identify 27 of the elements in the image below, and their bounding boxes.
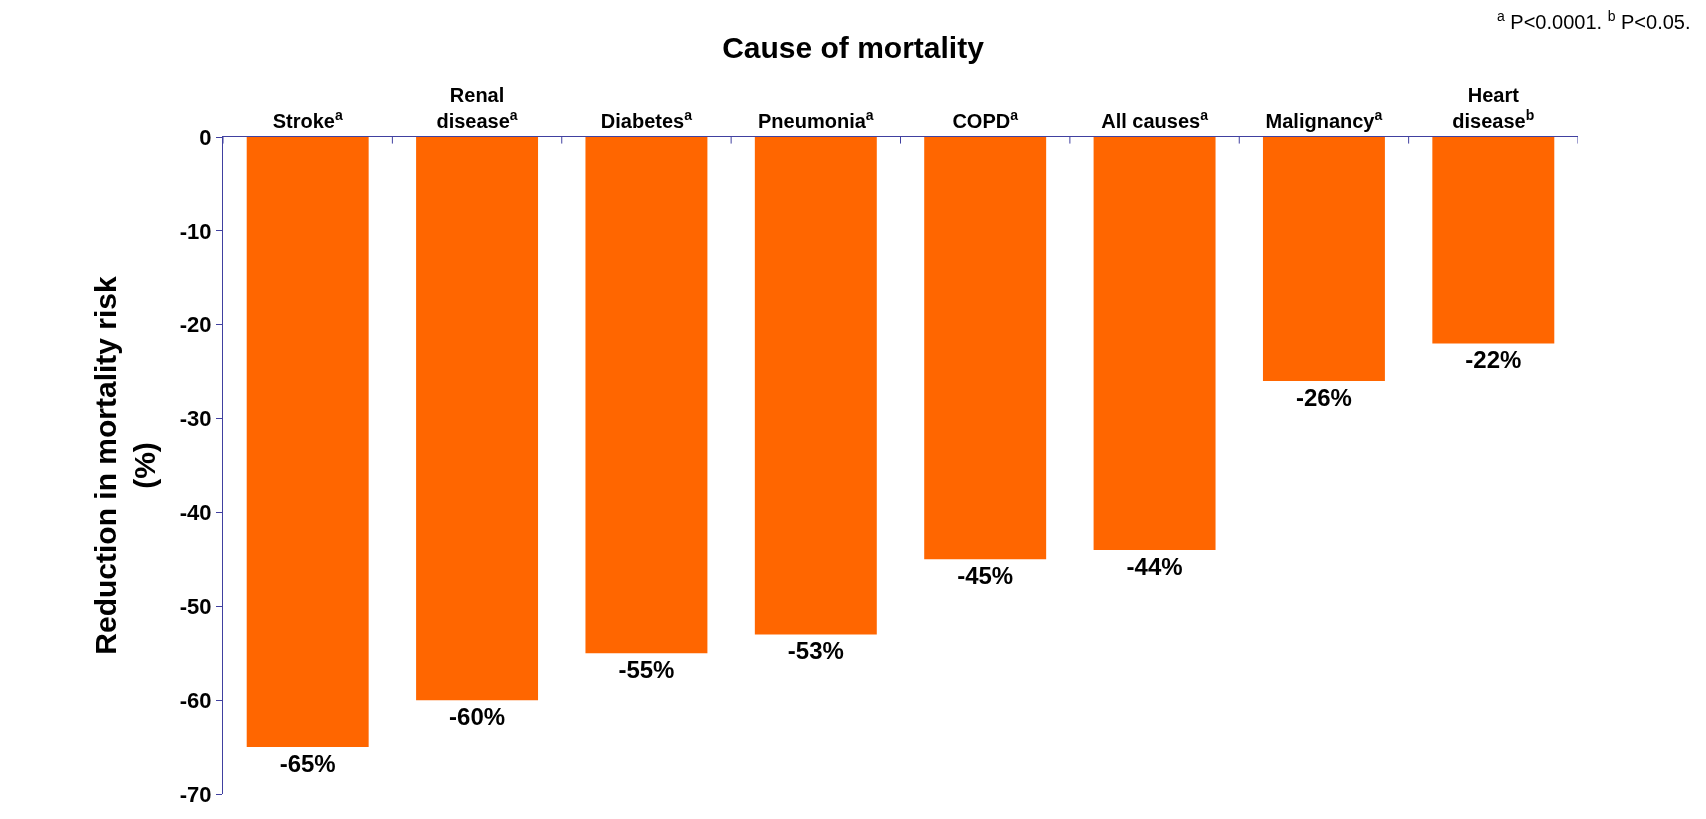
y-tick-label: -20 (179, 312, 212, 338)
y-tick-label: -60 (179, 687, 212, 713)
x-tick-label: COPD$^{a}$ (952, 106, 1019, 132)
y-tick-label: 0 (199, 124, 212, 150)
y-tick-label: -30 (179, 406, 212, 432)
x-tick-label: Stroke$^{a}$ (272, 106, 343, 132)
y-tick-label: -10 (179, 218, 212, 244)
y-tick-label: -50 (179, 593, 212, 619)
data-label: -22% (1465, 346, 1522, 374)
x-tick-label: All causes$^{a}$ (1101, 106, 1209, 132)
data-label: -44% (1126, 552, 1183, 580)
y-tick-label: -40 (179, 500, 212, 526)
data-label: -53% (787, 637, 844, 665)
x-tick-label: Diabetes$^{a}$ (600, 106, 693, 132)
chart-title: Cause of mortality (722, 30, 985, 64)
x-tick-label: Malignancy$^{a}$ (1265, 106, 1383, 132)
data-label: -65% (279, 750, 336, 778)
data-label: -26% (1295, 384, 1352, 412)
text: $^{a}$ P<0.0001. $^{b}$ P<0.05. (1497, 8, 1691, 34)
x-tick-label: Renal disease$^{a}$ (436, 84, 518, 132)
data-label: -45% (957, 562, 1014, 590)
data-label: -60% (449, 703, 506, 731)
x-tick-label: Heart disease$^{b}$ (1452, 84, 1535, 132)
x-tick-label: Pneumonia$^{a}$ (758, 106, 874, 132)
data-label: -55% (618, 656, 675, 684)
y-axis-title: Reduction in mortality risk (%) (88, 275, 161, 655)
y-tick-label: -70 (179, 781, 212, 807)
